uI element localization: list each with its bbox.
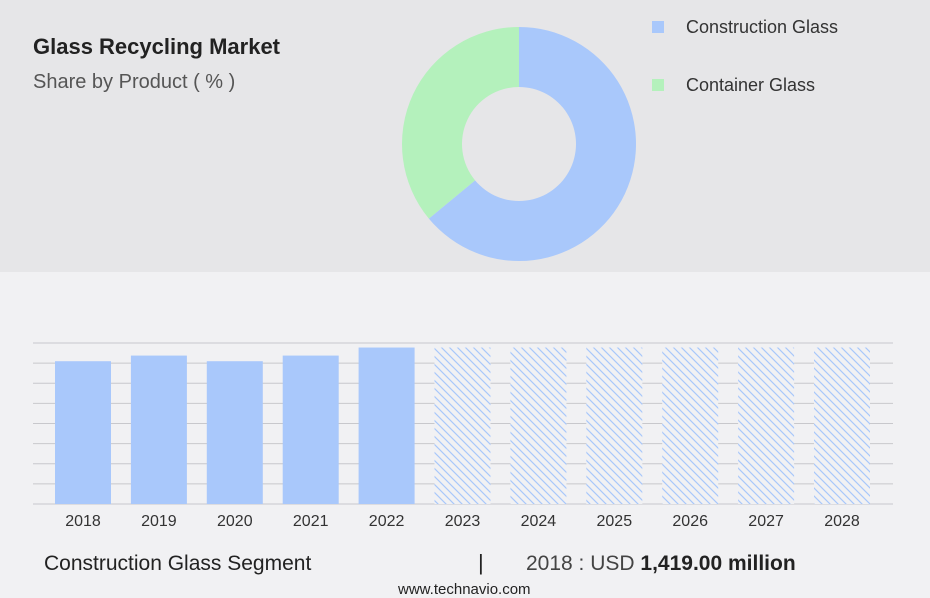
x-tick-label-2019: 2019: [141, 513, 177, 530]
legend-label-container-glass: Container Glass: [686, 74, 816, 95]
bar-2018: [55, 361, 111, 504]
legend-swatch-container-glass: [652, 79, 664, 91]
x-tick-label-2027: 2027: [748, 513, 784, 530]
x-tick-label-2022: 2022: [369, 513, 405, 530]
x-tick-label-2024: 2024: [521, 513, 557, 530]
legend-item-container-glass: Container Glass: [652, 74, 838, 96]
donut-slice-construction-glass: [428, 27, 636, 261]
x-tick-label-2018: 2018: [65, 513, 101, 530]
x-tick-label-2021: 2021: [293, 513, 329, 530]
bar-2019: [130, 355, 187, 504]
forecast-bar-2026: [662, 347, 719, 504]
donut-slice-container-glass: [401, 27, 519, 219]
footer-segment-label: Construction Glass Segment: [44, 552, 312, 575]
source-link[interactable]: www.technavio.com: [398, 581, 531, 598]
bar-2020: [206, 361, 263, 504]
donut-chart: [401, 27, 636, 261]
forecast-bar-2024: [510, 347, 567, 504]
legend-item-construction-glass: Construction Glass: [652, 16, 838, 38]
x-tick-label-2028: 2028: [824, 513, 860, 530]
x-tick-label-2025: 2025: [597, 513, 633, 530]
bar-2021: [282, 355, 339, 504]
chart-subtitle: Share by Product ( % ): [33, 71, 236, 93]
forecast-bar-2027: [738, 347, 795, 504]
x-tick-label-2020: 2020: [217, 513, 253, 530]
footer-value-amount: 1,419.00 million: [640, 552, 796, 575]
legend-swatch-construction-glass: [652, 21, 664, 33]
x-tick-label-2023: 2023: [445, 513, 481, 530]
donut-legend: Construction Glass Container Glass: [652, 16, 838, 132]
forecast-bar-2028: [814, 347, 870, 504]
x-tick-label-2026: 2026: [672, 513, 708, 530]
chart-title: Glass Recycling Market: [33, 34, 281, 59]
legend-label-construction-glass: Construction Glass: [686, 16, 839, 37]
bar-2022: [358, 347, 415, 504]
footer-separator: |: [478, 550, 484, 575]
footer-value: 2018 : USD 1,419.00 million: [526, 552, 796, 576]
footer-value-prefix: 2018 : USD: [526, 552, 635, 575]
bar-chart: 2018 2019 2020 2021 2022 2023 2024 2025 2026 2027…: [33, 342, 893, 530]
forecast-bar-2025: [586, 347, 643, 504]
forecast-bar-2023: [434, 347, 491, 504]
